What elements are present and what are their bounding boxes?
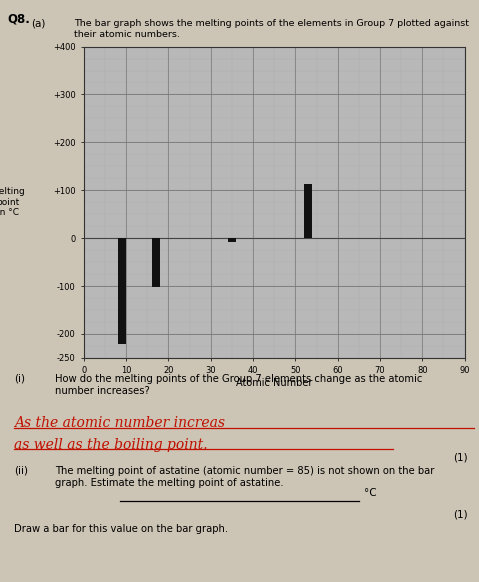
Text: How do the melting points of the Group 7 elements change as the atomic
number in: How do the melting points of the Group 7…: [55, 374, 422, 396]
Text: The bar graph shows the melting points of the elements in Group 7 plotted agains: The bar graph shows the melting points o…: [74, 19, 469, 39]
Bar: [152, 238, 160, 286]
Text: (1): (1): [453, 453, 468, 463]
Text: (ii): (ii): [14, 466, 28, 475]
Text: Q8.: Q8.: [7, 13, 30, 26]
Text: (i): (i): [14, 374, 25, 384]
Text: (1): (1): [453, 509, 468, 519]
Bar: [118, 238, 125, 343]
Bar: [304, 183, 312, 238]
Text: As the atomic number increas: As the atomic number increas: [14, 416, 226, 430]
Text: as well as the boiling point.: as well as the boiling point.: [14, 438, 208, 452]
Text: °C: °C: [364, 488, 376, 498]
X-axis label: Atomic Number: Atomic Number: [236, 378, 312, 388]
Text: Draw a bar for this value on the bar graph.: Draw a bar for this value on the bar gra…: [14, 524, 228, 534]
Y-axis label: Melting
point
in °C: Melting point in °C: [0, 187, 25, 217]
Text: The melting point of astatine (atomic number = 85) is not shown on the bar
graph: The melting point of astatine (atomic nu…: [55, 466, 434, 488]
Text: (a): (a): [31, 19, 46, 29]
Bar: [228, 238, 236, 242]
